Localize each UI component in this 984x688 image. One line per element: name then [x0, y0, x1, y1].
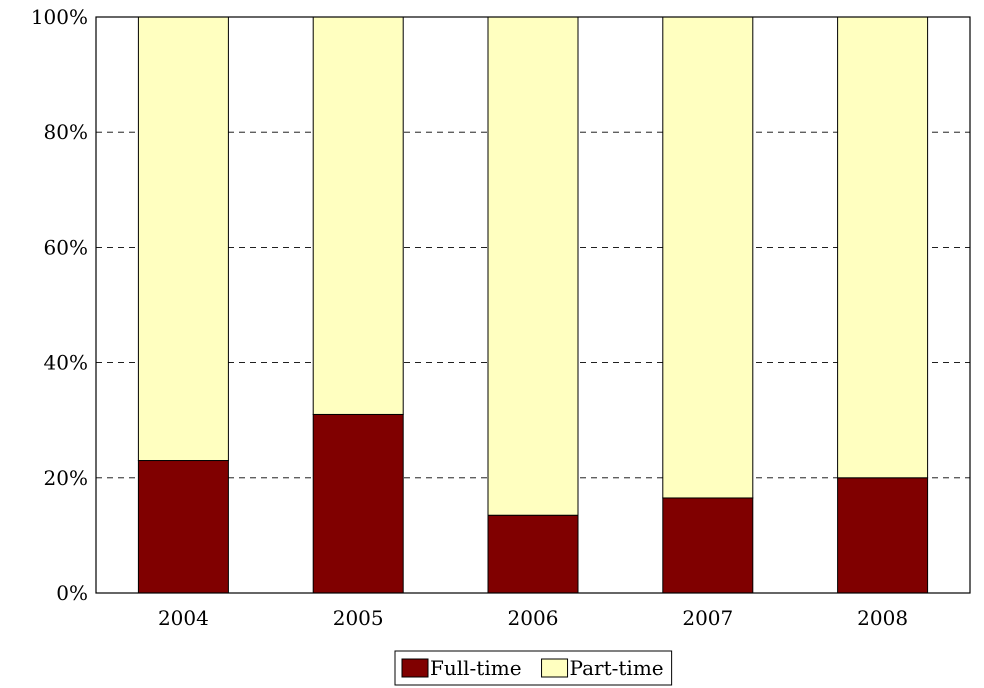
bar-full-time-2008 [837, 477, 929, 594]
legend-swatch-full-time [401, 658, 429, 678]
y-tick-label: 80% [44, 120, 88, 144]
x-tick-label: 2007 [682, 606, 733, 630]
x-axis: 2004 2005 2006 2007 2008 [158, 606, 908, 630]
y-tick-label: 40% [44, 351, 88, 375]
bar-part-time-2004 [137, 16, 229, 462]
x-tick-label: 2004 [158, 606, 209, 630]
bar-part-time-2008 [837, 16, 929, 479]
gridlines [96, 131, 970, 479]
legend-label: Full-time [430, 656, 522, 680]
plot-frame [95, 16, 971, 594]
legend-swatch-part-time [541, 658, 569, 678]
bar-full-time-2005 [312, 413, 404, 594]
bar-part-time-2007 [662, 16, 754, 499]
y-tick-label: 0% [56, 581, 88, 605]
legend-box [394, 650, 673, 686]
y-tick-label: 100% [31, 5, 88, 29]
bar-full-time-2004 [137, 460, 229, 594]
y-axis: 0% 20% 40% 60% 80% 100% [31, 5, 88, 605]
bar-full-time-2006 [487, 514, 579, 594]
bar-full-time-2007 [662, 497, 754, 594]
y-tick-label: 20% [44, 466, 88, 490]
legend: Full-time Part-time [394, 650, 673, 686]
legend-label: Part-time [570, 656, 664, 680]
y-tick-label: 60% [44, 235, 88, 259]
x-tick-label: 2005 [333, 606, 384, 630]
bar-part-time-2005 [312, 16, 404, 415]
x-tick-label: 2008 [857, 606, 908, 630]
x-tick-label: 2006 [508, 606, 559, 630]
bar-part-time-2006 [487, 16, 579, 516]
bars [137, 16, 929, 594]
